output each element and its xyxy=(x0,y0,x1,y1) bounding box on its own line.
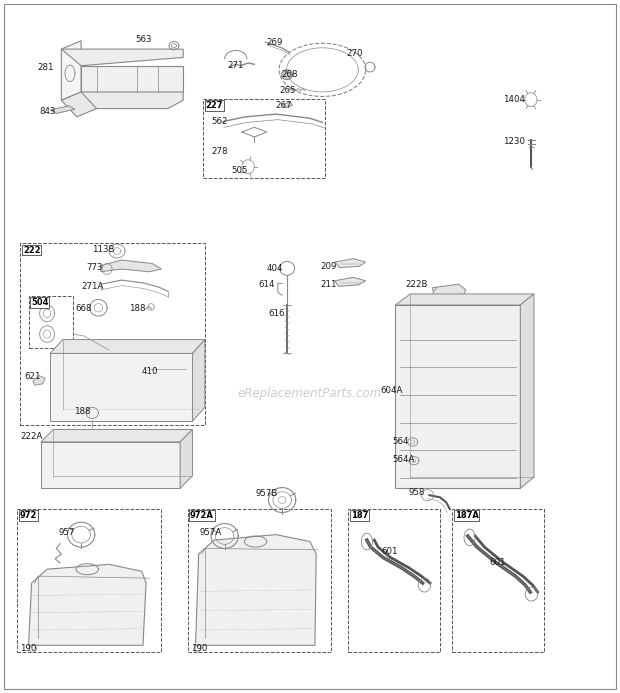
Text: 222: 222 xyxy=(23,245,40,254)
Text: 562: 562 xyxy=(211,116,228,125)
Text: 958: 958 xyxy=(409,488,425,497)
Text: 278: 278 xyxy=(211,147,228,156)
Text: 271A: 271A xyxy=(81,282,104,291)
Polygon shape xyxy=(195,534,316,645)
Polygon shape xyxy=(61,41,81,100)
Polygon shape xyxy=(335,277,366,286)
Text: 773: 773 xyxy=(86,263,102,272)
Text: 269: 269 xyxy=(267,37,283,46)
Text: 113B: 113B xyxy=(92,245,115,254)
Text: 504: 504 xyxy=(31,298,48,307)
Polygon shape xyxy=(50,340,205,353)
Polygon shape xyxy=(396,305,520,489)
Text: 564: 564 xyxy=(392,437,409,446)
Polygon shape xyxy=(50,106,75,114)
Text: 957B: 957B xyxy=(255,489,278,498)
Text: 601: 601 xyxy=(489,559,506,568)
Polygon shape xyxy=(81,92,183,109)
Bar xyxy=(29,296,73,348)
Bar xyxy=(452,509,544,652)
Text: 1404: 1404 xyxy=(503,95,525,104)
Text: 209: 209 xyxy=(320,263,336,272)
Polygon shape xyxy=(192,340,205,421)
Text: 621: 621 xyxy=(24,372,41,381)
Text: 410: 410 xyxy=(142,367,158,376)
Text: 972: 972 xyxy=(20,511,37,520)
Text: 187A: 187A xyxy=(454,511,479,520)
Text: 188: 188 xyxy=(130,304,146,313)
Text: 614: 614 xyxy=(258,280,275,289)
Bar xyxy=(348,509,440,652)
Text: 404: 404 xyxy=(267,264,283,273)
Text: 271: 271 xyxy=(227,61,244,70)
Text: 1230: 1230 xyxy=(503,137,525,146)
Bar xyxy=(203,99,326,178)
Text: 505: 505 xyxy=(231,166,248,175)
Polygon shape xyxy=(29,564,146,645)
Polygon shape xyxy=(41,430,192,442)
Text: 227: 227 xyxy=(205,101,223,110)
Text: 190: 190 xyxy=(20,644,37,653)
Text: 972A: 972A xyxy=(190,511,214,520)
Text: 188: 188 xyxy=(74,407,90,416)
Text: 616: 616 xyxy=(268,309,285,318)
Polygon shape xyxy=(282,102,293,108)
Polygon shape xyxy=(81,66,183,92)
Polygon shape xyxy=(520,294,534,489)
Text: 187: 187 xyxy=(351,511,368,520)
Text: 211: 211 xyxy=(320,280,337,289)
Polygon shape xyxy=(180,430,192,489)
Text: 957A: 957A xyxy=(200,528,222,537)
Polygon shape xyxy=(61,49,183,66)
Text: 563: 563 xyxy=(136,35,152,44)
Text: 222B: 222B xyxy=(405,280,428,289)
Text: 265: 265 xyxy=(280,86,296,95)
Polygon shape xyxy=(396,294,534,305)
Text: 268: 268 xyxy=(281,70,298,79)
Polygon shape xyxy=(281,70,293,80)
Text: 604A: 604A xyxy=(381,386,403,395)
Text: eReplacementParts.com: eReplacementParts.com xyxy=(238,387,382,400)
Polygon shape xyxy=(33,376,45,385)
Text: 222A: 222A xyxy=(20,432,43,441)
Text: 190: 190 xyxy=(191,644,208,653)
Polygon shape xyxy=(50,353,192,421)
Polygon shape xyxy=(433,284,466,297)
Polygon shape xyxy=(41,442,180,489)
Polygon shape xyxy=(101,260,162,272)
Text: 843: 843 xyxy=(40,107,56,116)
Text: 668: 668 xyxy=(75,304,91,313)
Text: 564A: 564A xyxy=(392,455,415,464)
Text: 267: 267 xyxy=(275,100,292,109)
Bar xyxy=(187,509,331,652)
Polygon shape xyxy=(61,92,97,117)
Polygon shape xyxy=(335,258,366,267)
Text: 281: 281 xyxy=(38,63,55,72)
Text: 270: 270 xyxy=(346,49,362,58)
Text: 957: 957 xyxy=(59,528,75,537)
Bar xyxy=(20,243,205,425)
Bar xyxy=(17,509,161,652)
Text: 601: 601 xyxy=(382,547,398,556)
